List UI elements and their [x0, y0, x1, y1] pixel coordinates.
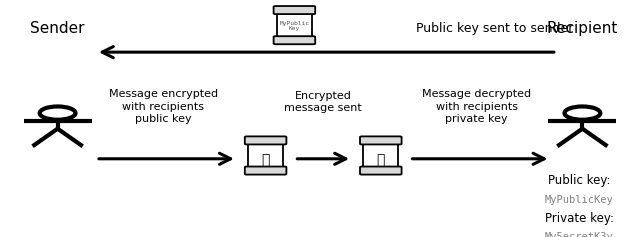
FancyBboxPatch shape [364, 142, 398, 169]
Text: My5ecretK3y: My5ecretK3y [545, 232, 614, 237]
Text: Public key:: Public key: [548, 174, 611, 187]
Text: MyPublic
Key: MyPublic Key [280, 21, 309, 31]
Text: MyPublicKey: MyPublicKey [545, 195, 614, 205]
Text: 🤐: 🤐 [376, 153, 385, 167]
FancyBboxPatch shape [244, 136, 287, 144]
Text: 🤐: 🤐 [261, 153, 270, 167]
FancyBboxPatch shape [360, 136, 402, 144]
FancyBboxPatch shape [274, 6, 315, 14]
Text: Encrypted
message sent: Encrypted message sent [284, 91, 362, 113]
FancyBboxPatch shape [248, 142, 283, 169]
Text: Public key sent to sender: Public key sent to sender [416, 22, 573, 35]
FancyBboxPatch shape [274, 36, 315, 44]
FancyBboxPatch shape [244, 167, 287, 175]
Text: Recipient: Recipient [547, 21, 618, 36]
Text: Private key:: Private key: [545, 212, 614, 224]
Text: Sender: Sender [30, 21, 85, 36]
Text: Message decrypted
with recipients
private key: Message decrypted with recipients privat… [422, 89, 531, 124]
Text: Message encrypted
with recipients
public key: Message encrypted with recipients public… [109, 89, 218, 124]
FancyBboxPatch shape [277, 11, 312, 39]
FancyBboxPatch shape [360, 167, 402, 175]
